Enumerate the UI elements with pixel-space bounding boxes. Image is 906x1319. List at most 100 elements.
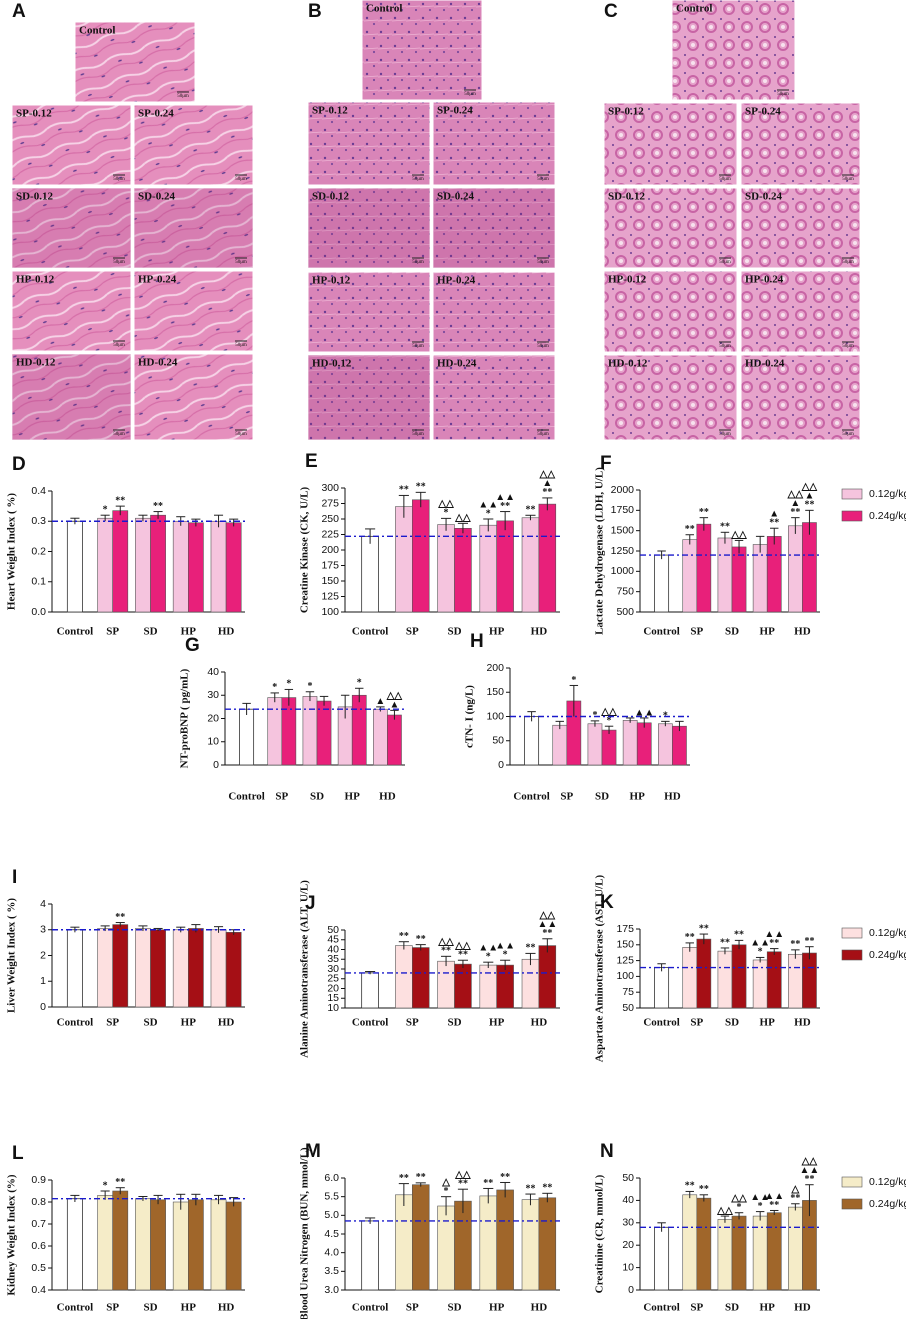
- scale-label: 50μm: [719, 177, 731, 182]
- image-label: HP-0.24: [437, 275, 476, 287]
- significance-mark: *: [758, 1201, 763, 1212]
- significance-mark: △△: [730, 1193, 747, 1204]
- significance-mark: **: [769, 1200, 779, 1211]
- significance-mark: △△: [730, 530, 747, 541]
- panel-letter: F: [600, 453, 612, 474]
- y-tick-label: 30: [327, 963, 339, 975]
- histology-image: [307, 101, 431, 186]
- panel-letter: N: [600, 1141, 614, 1162]
- significance-mark: △△: [716, 1205, 733, 1216]
- bar: [479, 524, 498, 613]
- y-tick-label: 175: [321, 559, 339, 571]
- significance-mark: ▲▲: [764, 1191, 784, 1202]
- bar: [717, 950, 733, 1009]
- significance-mark: **: [399, 931, 409, 942]
- y-tick-label: 40: [327, 943, 339, 955]
- significance-mark: **: [804, 500, 814, 511]
- y-axis-label: Creatine Kinase (CK, U/L): [299, 487, 311, 614]
- y-tick-label: 750: [616, 585, 634, 597]
- scale-label: 50μm: [537, 432, 549, 437]
- bar: [788, 1206, 803, 1291]
- significance-mark: **: [441, 946, 451, 957]
- y-tick-label: 500: [616, 606, 634, 618]
- y-tick-label: 4.5: [324, 1228, 339, 1240]
- x-tick-label: HD: [218, 1302, 235, 1314]
- x-tick-label: HP: [630, 791, 646, 803]
- bar: [658, 723, 673, 766]
- y-axis-label: NT-proBNP ( pg/mL): [179, 668, 191, 768]
- histology-shade: [12, 188, 131, 268]
- significance-mark: *: [307, 681, 312, 692]
- y-tick-label: 250: [321, 513, 339, 525]
- significance-mark: **: [790, 507, 800, 518]
- histology-image: [11, 187, 132, 269]
- y-tick-label: 1: [40, 975, 46, 987]
- significance-mark: *: [444, 508, 449, 519]
- legend-label: 0.12g/kg: [869, 927, 906, 939]
- significance-mark: **: [699, 507, 709, 518]
- significance-mark: △△: [454, 513, 471, 524]
- y-tick-label: 175: [616, 923, 634, 935]
- x-tick-label: HP: [489, 1302, 505, 1314]
- y-tick-label: 10: [327, 1002, 339, 1014]
- significance-mark: **: [790, 1193, 800, 1204]
- x-tick-label: Control: [643, 1017, 679, 1029]
- image-label: SP-0.24: [437, 105, 473, 117]
- histology-image: [740, 102, 861, 186]
- bar: [225, 932, 242, 1008]
- scale-label: 50μm: [113, 177, 125, 182]
- image-label: SP-0.24: [138, 108, 174, 120]
- histology-image: [740, 187, 861, 269]
- y-tick-label: 30: [622, 1217, 634, 1229]
- significance-mark: **: [699, 1184, 709, 1195]
- x-tick-label: SP: [106, 626, 119, 638]
- bar: [172, 929, 189, 1008]
- significance-mark: **: [525, 505, 535, 516]
- significance-mark: ▲▲: [478, 942, 498, 953]
- bar: [210, 1199, 227, 1291]
- significance-mark: *: [758, 947, 763, 958]
- significance-mark: *: [357, 678, 362, 689]
- y-tick-label: 2: [40, 949, 46, 961]
- histology-image: [307, 187, 431, 269]
- significance-mark: ▲: [769, 509, 779, 520]
- panel-letter: A: [12, 1, 26, 22]
- y-tick-label: 150: [616, 939, 634, 951]
- bar: [521, 958, 540, 1009]
- histology-image: [603, 354, 738, 441]
- significance-mark: **: [416, 1172, 426, 1183]
- x-tick-label: SP: [690, 1302, 703, 1314]
- panel-letter: C: [604, 1, 618, 22]
- significance-mark: **: [153, 501, 163, 512]
- y-tick-label: 40: [622, 1194, 634, 1206]
- bar: [788, 525, 803, 613]
- x-tick-label: SP: [406, 626, 419, 638]
- y-axis-label: Kidney Weight Index (%): [6, 1174, 18, 1295]
- significance-mark: ▲: [375, 696, 385, 707]
- significance-mark: **: [720, 522, 730, 533]
- bar: [731, 546, 747, 613]
- y-tick-label: 0: [628, 1284, 634, 1296]
- significance-mark: ▲▲: [478, 499, 498, 510]
- significance-mark: *: [103, 504, 108, 515]
- y-axis-label: Creatinine (CR, mmol/L): [594, 1174, 606, 1293]
- y-tick-label: 20: [327, 982, 339, 994]
- bar: [654, 554, 670, 613]
- y-tick-label: 150: [321, 575, 339, 587]
- image-label: HP-0.12: [16, 274, 55, 286]
- image-label: SP-0.12: [608, 106, 644, 118]
- bar: [395, 506, 413, 613]
- significance-mark: *: [286, 679, 291, 690]
- image-label: SD-0.12: [16, 191, 53, 203]
- image-label: Control: [366, 3, 402, 15]
- x-tick-label: SP: [406, 1302, 419, 1314]
- scale-label: 50μm: [412, 177, 424, 182]
- x-tick-label: HP: [181, 1017, 197, 1029]
- bar: [766, 951, 782, 1009]
- image-label: HD-0.24: [437, 358, 477, 370]
- y-tick-label: 150: [486, 686, 504, 698]
- significance-mark: **: [458, 950, 468, 961]
- significance-mark: △△: [386, 691, 403, 702]
- image-label: SP-0.24: [745, 106, 781, 118]
- bar: [395, 1194, 413, 1291]
